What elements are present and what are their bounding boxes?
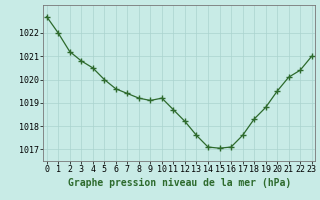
X-axis label: Graphe pression niveau de la mer (hPa): Graphe pression niveau de la mer (hPa) [68, 178, 291, 188]
